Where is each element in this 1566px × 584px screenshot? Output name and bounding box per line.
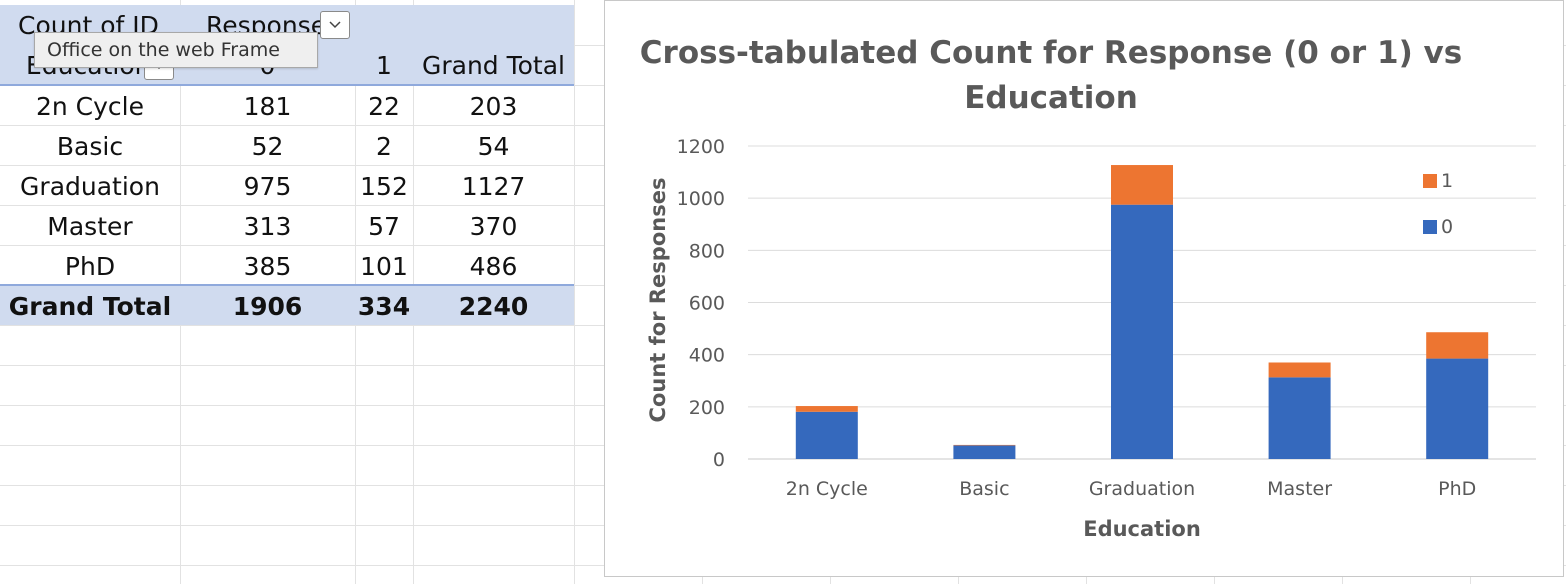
row-label[interactable]: Basic (56, 132, 124, 161)
chart-title-line-1: Cross-tabulated Count for Response (0 or… (640, 35, 1462, 71)
frame-tooltip: Office on the web Frame (34, 32, 318, 68)
row-total[interactable]: 370 (469, 212, 518, 241)
x-tick-label: Basic (959, 478, 1009, 500)
y-tick-label: 200 (689, 397, 725, 419)
y-tick-label: 1200 (677, 136, 725, 158)
row-label[interactable]: Graduation (20, 172, 160, 201)
pivot-header-rule (0, 84, 574, 86)
chevron-down-icon (329, 21, 341, 29)
legend-label-1: 1 (1441, 170, 1453, 192)
bar-series-0-graduation (1111, 204, 1173, 459)
bar-series-0-basic (953, 445, 1016, 459)
bar-series-1-2n-cycle (795, 406, 858, 412)
x-tick-label: PhD (1438, 478, 1476, 500)
x-axis-title: Education (1083, 517, 1201, 541)
row-value-1[interactable]: 101 (360, 252, 408, 281)
column-filter-dropdown[interactable] (320, 11, 350, 39)
pivot-col-header-total: Grand Total (421, 51, 566, 80)
bar-series-0-2n-cycle (795, 411, 858, 459)
bar-series-1-basic (953, 444, 1016, 446)
x-tick-label: 2n Cycle (786, 478, 868, 500)
bar-series-0-master (1268, 377, 1331, 459)
row-value-1[interactable]: 2 (376, 132, 392, 161)
row-value-1[interactable]: 152 (360, 172, 408, 201)
row-total[interactable]: 54 (477, 132, 510, 161)
y-tick-label: 800 (689, 240, 725, 262)
row-value-0[interactable]: 313 (243, 212, 292, 241)
grand-total-overall[interactable]: 2240 (458, 292, 529, 321)
grid-column-line (574, 0, 575, 584)
y-tick-label: 400 (689, 345, 725, 367)
row-value-0[interactable]: 181 (243, 92, 292, 121)
grand-total-value-1[interactable]: 334 (357, 292, 411, 321)
row-total[interactable]: 203 (469, 92, 518, 121)
row-total[interactable]: 486 (469, 252, 518, 281)
bar-series-1-master (1268, 362, 1331, 378)
grand-total-value-0[interactable]: 1906 (232, 292, 303, 321)
grand-total-label[interactable]: Grand Total (8, 292, 172, 321)
legend-swatch-0 (1423, 220, 1437, 234)
pivot-col-header-1: 1 (376, 51, 392, 80)
x-tick-label: Master (1267, 478, 1332, 500)
pivot-total-band (0, 286, 574, 325)
chart-title-line-2: Education (964, 80, 1138, 116)
pivot-total-rule (0, 284, 574, 286)
y-tick-label: 600 (689, 293, 725, 315)
chart-object[interactable]: Cross-tabulated Count for Response (0 or… (604, 0, 1564, 577)
row-label[interactable]: PhD (64, 252, 116, 281)
legend-label-0: 0 (1441, 216, 1453, 238)
row-value-0[interactable]: 385 (243, 252, 292, 281)
x-tick-label: Graduation (1089, 478, 1195, 500)
row-total[interactable]: 1127 (461, 172, 526, 201)
row-value-1[interactable]: 57 (368, 212, 400, 241)
row-value-0[interactable]: 975 (243, 172, 292, 201)
stacked-bar-chart: Cross-tabulated Count for Response (0 or… (640, 35, 1536, 541)
row-value-1[interactable]: 22 (368, 92, 400, 121)
bar-series-1-phd (1426, 332, 1489, 359)
row-label[interactable]: 2n Cycle (35, 92, 145, 121)
y-tick-label: 0 (713, 449, 725, 471)
y-tick-label: 1000 (677, 188, 725, 210)
bar-series-0-phd (1426, 358, 1489, 459)
row-label[interactable]: Master (47, 212, 133, 241)
y-axis-title: Count for Responses (646, 178, 670, 423)
row-value-0[interactable]: 52 (251, 132, 284, 161)
bar-series-1-graduation (1111, 165, 1173, 205)
legend-swatch-1 (1423, 174, 1437, 188)
